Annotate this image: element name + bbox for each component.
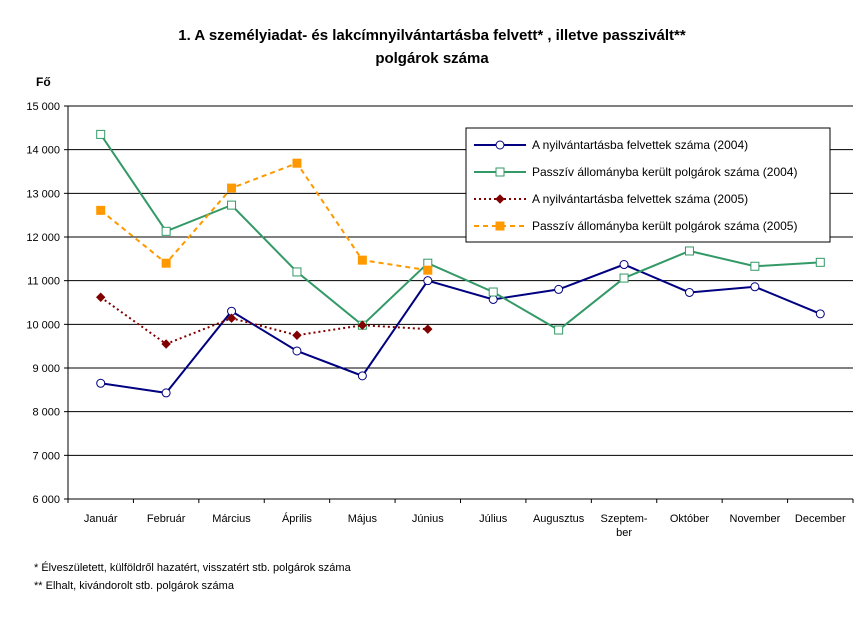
x-tick-label: Szeptem-ber bbox=[601, 513, 648, 539]
legend-label: A nyilvántartásba felvettek száma (2004) bbox=[532, 138, 748, 152]
y-tick-label: 15 000 bbox=[26, 101, 60, 113]
chart-title: polgárok száma bbox=[375, 50, 489, 67]
point-marker bbox=[227, 183, 237, 193]
y-tick-label: 6 000 bbox=[32, 494, 60, 506]
y-tick-label: 14 000 bbox=[26, 145, 60, 157]
point-marker bbox=[96, 129, 106, 139]
point-marker bbox=[161, 258, 171, 268]
point-marker bbox=[815, 309, 825, 319]
point-marker bbox=[619, 273, 629, 283]
y-tick-label: 10 000 bbox=[26, 319, 60, 331]
x-tick-label: Február bbox=[147, 513, 186, 525]
series-line bbox=[100, 263, 821, 394]
point-marker bbox=[488, 294, 498, 304]
x-tick-label: Augusztus bbox=[533, 513, 585, 525]
legend-marker bbox=[495, 194, 505, 204]
y-tick-label: 9 000 bbox=[32, 363, 60, 375]
point-marker bbox=[292, 346, 302, 356]
y-axis-label: Fő bbox=[36, 75, 51, 89]
y-tick-label: 8 000 bbox=[32, 407, 60, 419]
point-marker bbox=[488, 287, 498, 297]
x-tick-label: Március bbox=[212, 513, 251, 525]
legend-marker bbox=[495, 140, 505, 150]
x-tick-label: Június bbox=[412, 513, 444, 525]
point-marker bbox=[554, 284, 564, 294]
x-tick-label: December bbox=[795, 513, 846, 525]
point-marker bbox=[357, 371, 367, 381]
x-tick-label: November bbox=[730, 513, 781, 525]
point-marker bbox=[357, 320, 368, 330]
point-marker bbox=[161, 226, 171, 236]
y-tick-label: 11 000 bbox=[27, 276, 60, 288]
point-marker bbox=[684, 246, 694, 256]
legend-label: Passzív állományba került polgárok száma… bbox=[532, 219, 797, 233]
series-line bbox=[100, 296, 428, 346]
point-marker bbox=[554, 325, 564, 335]
point-marker bbox=[423, 324, 433, 334]
point-marker bbox=[292, 158, 302, 168]
legend-label: Passzív állományba került polgárok száma… bbox=[532, 165, 797, 179]
point-marker bbox=[619, 260, 629, 270]
point-marker bbox=[96, 378, 106, 388]
y-tick-label: 12 000 bbox=[26, 232, 60, 244]
legend-label: A nyilvántartásba felvettek száma (2005) bbox=[532, 192, 748, 206]
point-marker bbox=[96, 292, 106, 302]
point-marker bbox=[292, 267, 302, 277]
x-tick-label: Október bbox=[670, 513, 709, 525]
x-tick-label: Július bbox=[479, 513, 508, 525]
y-tick-label: 7 000 bbox=[32, 450, 60, 462]
x-tick-label: Május bbox=[348, 513, 378, 525]
point-marker bbox=[815, 257, 825, 267]
legend-marker bbox=[495, 167, 505, 177]
point-marker bbox=[292, 330, 302, 340]
series-line bbox=[99, 133, 821, 332]
point-marker bbox=[226, 313, 237, 323]
point-marker bbox=[357, 255, 367, 265]
point-marker bbox=[161, 388, 171, 398]
point-marker bbox=[684, 287, 694, 297]
legend-box bbox=[465, 127, 831, 243]
point-marker bbox=[423, 265, 433, 275]
footnote: * Élveszületett, külföldről hazatért, vi… bbox=[34, 561, 352, 574]
point-marker bbox=[423, 276, 433, 286]
point-marker bbox=[96, 205, 106, 215]
legend-marker bbox=[495, 221, 505, 231]
footnote: ** Elhalt, kivándorolt stb. polgárok szá… bbox=[34, 580, 235, 592]
point-marker bbox=[750, 261, 760, 271]
point-marker bbox=[750, 282, 760, 292]
y-tick-label: 13 000 bbox=[26, 188, 60, 200]
chart-title: 1. A személyiadat- és lakcímnyilvántartá… bbox=[178, 27, 686, 44]
x-tick-label: Január bbox=[84, 513, 118, 525]
point-marker bbox=[227, 200, 237, 210]
x-tick-label: Április bbox=[282, 512, 312, 525]
point-marker bbox=[161, 339, 171, 349]
series-line bbox=[100, 161, 428, 272]
